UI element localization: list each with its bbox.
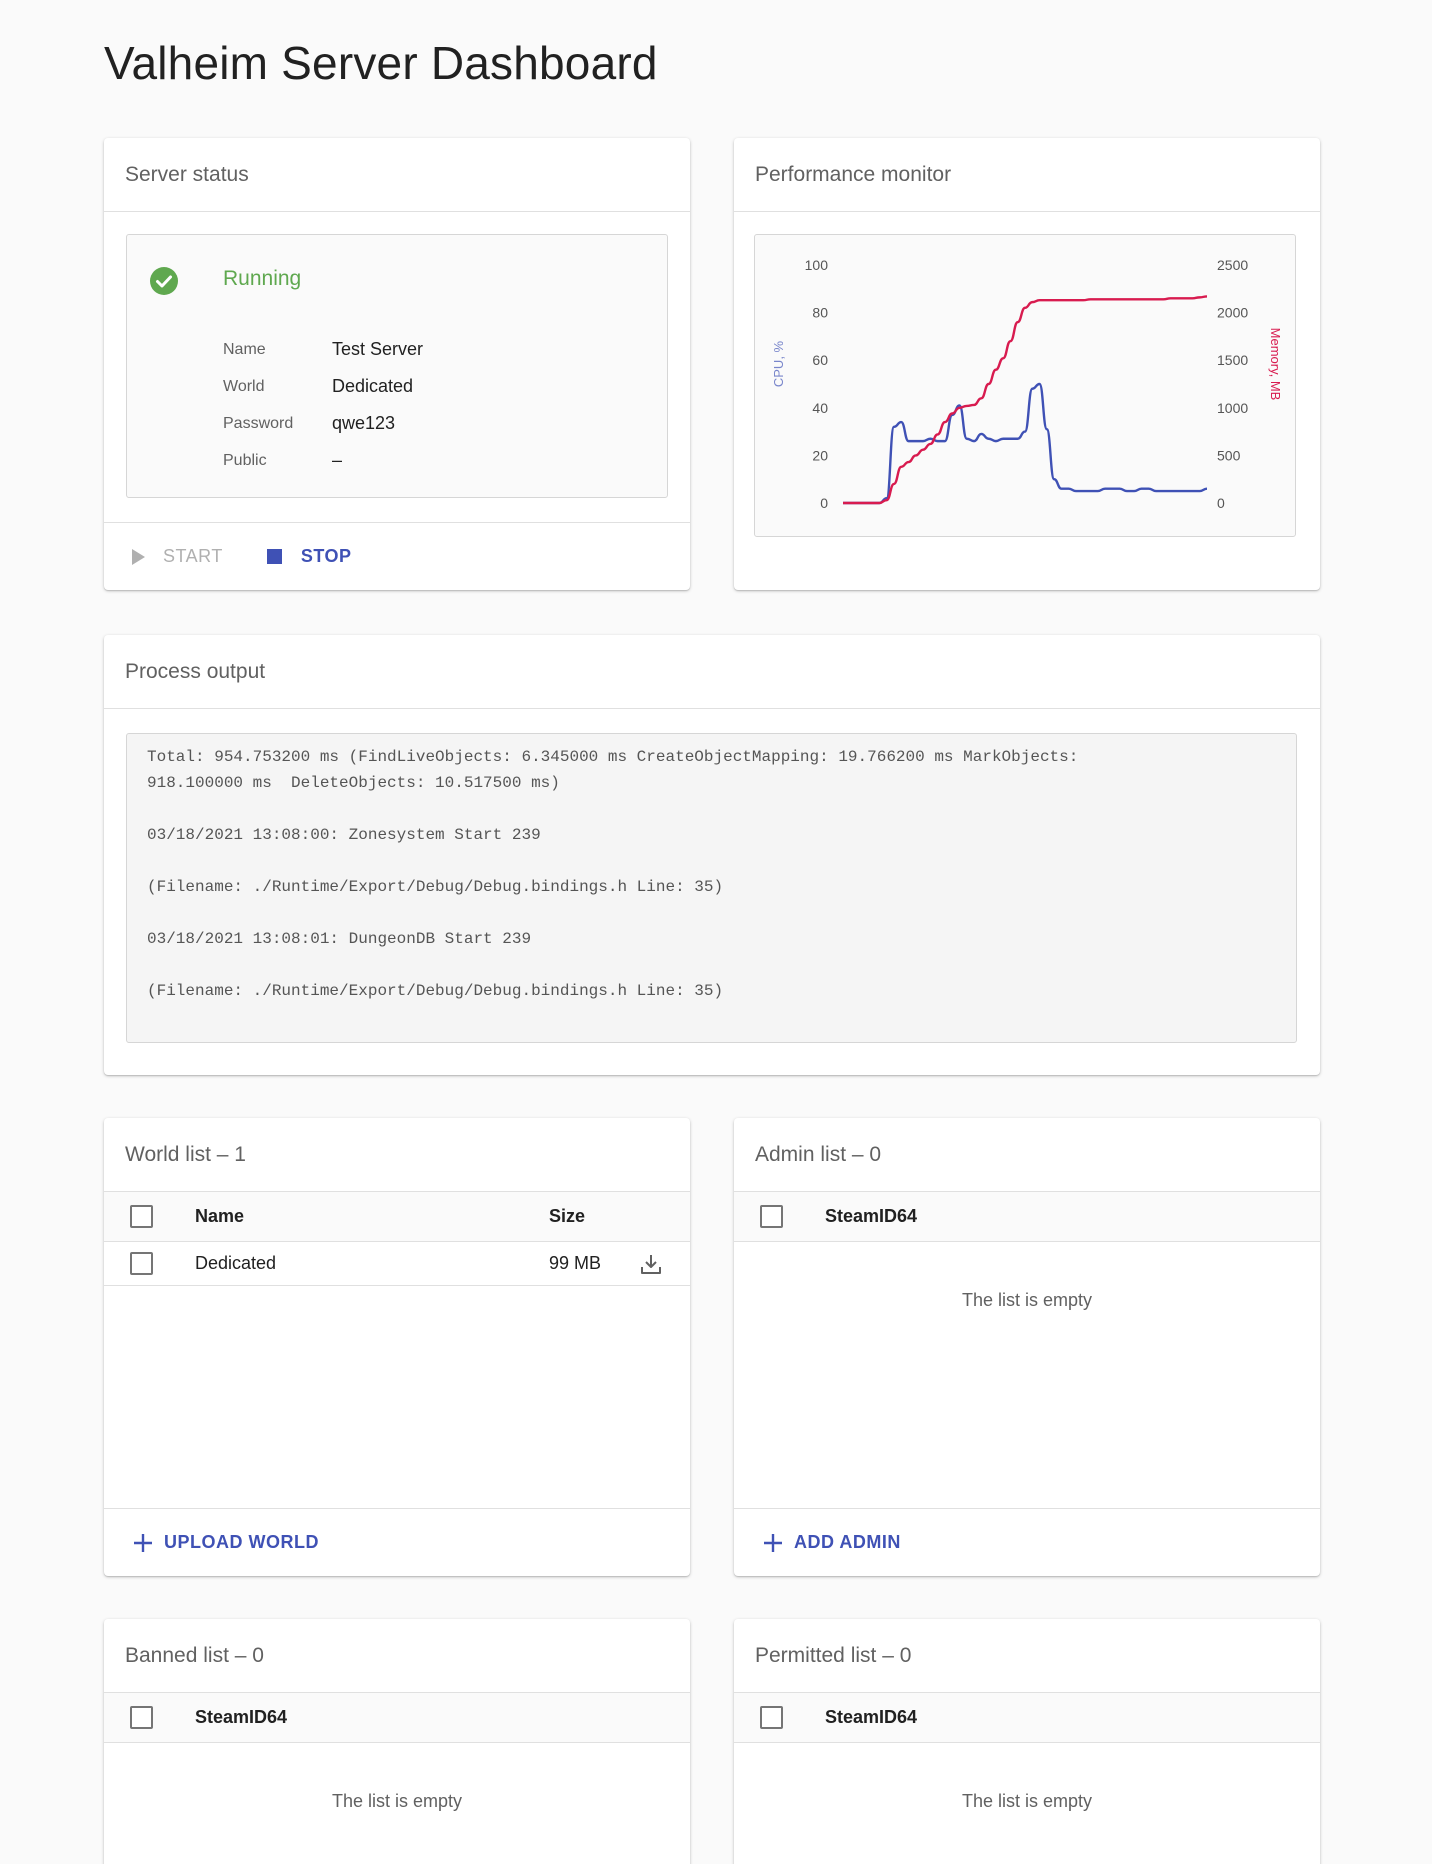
banned-list-table-header: SteamID64 <box>104 1693 690 1743</box>
status-panel: Running Name Test Server World Dedicated… <box>126 234 668 498</box>
y-tick-label: 80 <box>812 305 828 321</box>
info-label: World <box>223 377 265 395</box>
performance-chart: 0 20 40 60 80 100 0 500 1000 1500 2000 2500 CPU, % Me… <box>754 234 1296 537</box>
select-all-checkbox[interactable] <box>760 1205 783 1228</box>
download-icon[interactable] <box>639 1252 663 1276</box>
world-size: 99 MB <box>549 1253 602 1273</box>
cpu-series-line <box>843 382 1208 505</box>
world-list-actions: UPLOAD WORLD <box>104 1508 690 1576</box>
server-actions: START STOP <box>104 522 690 590</box>
play-icon <box>132 548 145 565</box>
empty-message: The list is empty <box>961 1791 1093 1811</box>
stop-icon <box>266 549 282 564</box>
select-all-checkbox[interactable] <box>760 1706 783 1729</box>
info-label: Name <box>223 340 266 358</box>
world-name: Dedicated <box>195 1253 277 1273</box>
stop-label: STOP <box>300 546 352 566</box>
start-button[interactable]: START <box>132 546 223 567</box>
server-status-card: Server status Running Name Test Server W… <box>104 138 690 590</box>
permitted-list-card: Permitted list – 0 SteamID64 The list is… <box>734 1619 1320 1864</box>
permitted-list-table-header: SteamID64 <box>734 1693 1320 1743</box>
process-output-log[interactable]: Total: 954.753200 ms (FindLiveObjects: 6… <box>126 733 1297 1043</box>
server-status-header: Server status <box>104 138 690 212</box>
add-admin-label: ADD ADMIN <box>794 1532 901 1552</box>
performance-card: Performance monitor 0 20 40 60 80 100 0 500 1000… <box>734 138 1320 590</box>
plus-icon <box>764 1533 782 1552</box>
add-admin-button[interactable]: ADD ADMIN <box>762 1532 901 1554</box>
process-output-header: Process output <box>104 635 1320 709</box>
info-value: Dedicated <box>332 376 414 396</box>
y2-tick-label: 0 <box>1217 495 1225 511</box>
memory-series-line <box>843 295 1208 505</box>
select-all-checkbox[interactable] <box>130 1205 153 1228</box>
process-output-card: Process output Total: 954.753200 ms (Fin… <box>104 635 1320 1075</box>
y-tick-label: 60 <box>812 352 828 368</box>
y2-tick-label: 1000 <box>1217 400 1248 416</box>
info-row-password: Password qwe123 <box>223 405 423 442</box>
check-circle-icon <box>150 267 178 295</box>
y-tick-label: 0 <box>820 495 828 511</box>
info-value: qwe123 <box>332 413 396 433</box>
column-steamid: SteamID64 <box>825 1206 918 1226</box>
y2-tick-label: 500 <box>1217 447 1241 463</box>
performance-header: Performance monitor <box>734 138 1320 212</box>
y2-axis-label: Memory, MB <box>1268 328 1283 401</box>
y2-tick-label: 1500 <box>1217 352 1248 368</box>
admin-list-card: Admin list – 0 SteamID64 The list is emp… <box>734 1118 1320 1576</box>
world-list-card: World list – 1 Name Size Dedicated 99 MB… <box>104 1118 690 1576</box>
column-steamid: SteamID64 <box>195 1707 288 1727</box>
start-label: START <box>163 546 223 566</box>
info-row-public: Public – <box>223 442 423 479</box>
y-axis-label: CPU, % <box>771 340 786 387</box>
info-row-name: Name Test Server <box>223 331 423 368</box>
y2-tick-label: 2500 <box>1217 257 1248 273</box>
status-text: Running <box>223 267 302 290</box>
column-name: Name <box>195 1206 245 1226</box>
info-label: Password <box>223 414 294 432</box>
admin-list-actions: ADD ADMIN <box>734 1508 1320 1576</box>
y-tick-label: 100 <box>805 257 829 273</box>
table-row: Dedicated 99 MB <box>104 1242 690 1286</box>
y-tick-label: 40 <box>812 400 828 416</box>
permitted-list-header: Permitted list – 0 <box>734 1619 1320 1693</box>
upload-world-button[interactable]: UPLOAD WORLD <box>132 1532 319 1554</box>
upload-world-label: UPLOAD WORLD <box>164 1532 319 1552</box>
admin-list-table-header: SteamID64 <box>734 1192 1320 1242</box>
column-size: Size <box>549 1206 586 1226</box>
info-row-world: World Dedicated <box>223 368 423 405</box>
admin-list-header: Admin list – 0 <box>734 1118 1320 1192</box>
stop-button[interactable]: STOP <box>261 546 352 567</box>
info-value: – <box>332 450 343 470</box>
row-checkbox[interactable] <box>130 1252 153 1275</box>
banned-list-card: Banned list – 0 SteamID64 The list is em… <box>104 1619 690 1864</box>
empty-message: The list is empty <box>961 1290 1093 1310</box>
server-info: Name Test Server World Dedicated Passwor… <box>223 331 423 479</box>
y2-tick-label: 2000 <box>1217 305 1248 321</box>
world-list-table-header: Name Size <box>104 1192 690 1242</box>
column-steamid: SteamID64 <box>825 1707 918 1727</box>
banned-list-header: Banned list – 0 <box>104 1619 690 1693</box>
info-label: Public <box>223 451 267 469</box>
select-all-checkbox[interactable] <box>130 1706 153 1729</box>
empty-message: The list is empty <box>331 1791 463 1811</box>
world-list-header: World list – 1 <box>104 1118 690 1192</box>
y-tick-label: 20 <box>812 447 828 463</box>
page-title: Valheim Server Dashboard <box>104 37 658 89</box>
info-value: Test Server <box>332 339 424 359</box>
plus-icon <box>134 1533 152 1552</box>
